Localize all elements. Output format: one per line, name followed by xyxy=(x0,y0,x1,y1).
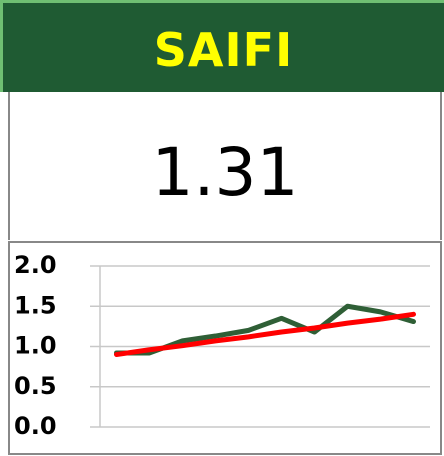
y-tick-label: 1.5 xyxy=(14,291,57,319)
tile-title: SAIFI xyxy=(153,23,294,77)
y-tick-label: 1.0 xyxy=(14,332,57,360)
y-tick-label: 0.5 xyxy=(14,372,57,400)
y-tick-label: 2.0 xyxy=(14,251,57,279)
chart-frame xyxy=(8,241,442,455)
tile-header: SAIFI xyxy=(0,0,444,92)
y-tick-label: 0.0 xyxy=(14,412,57,440)
kpi-value: 1.31 xyxy=(151,134,299,211)
kpi-box: 1.31 xyxy=(8,92,442,240)
series-line xyxy=(114,311,416,358)
